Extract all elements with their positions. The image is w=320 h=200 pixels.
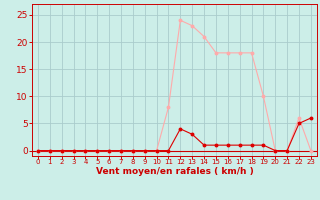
X-axis label: Vent moyen/en rafales ( km/h ): Vent moyen/en rafales ( km/h ) bbox=[96, 167, 253, 176]
